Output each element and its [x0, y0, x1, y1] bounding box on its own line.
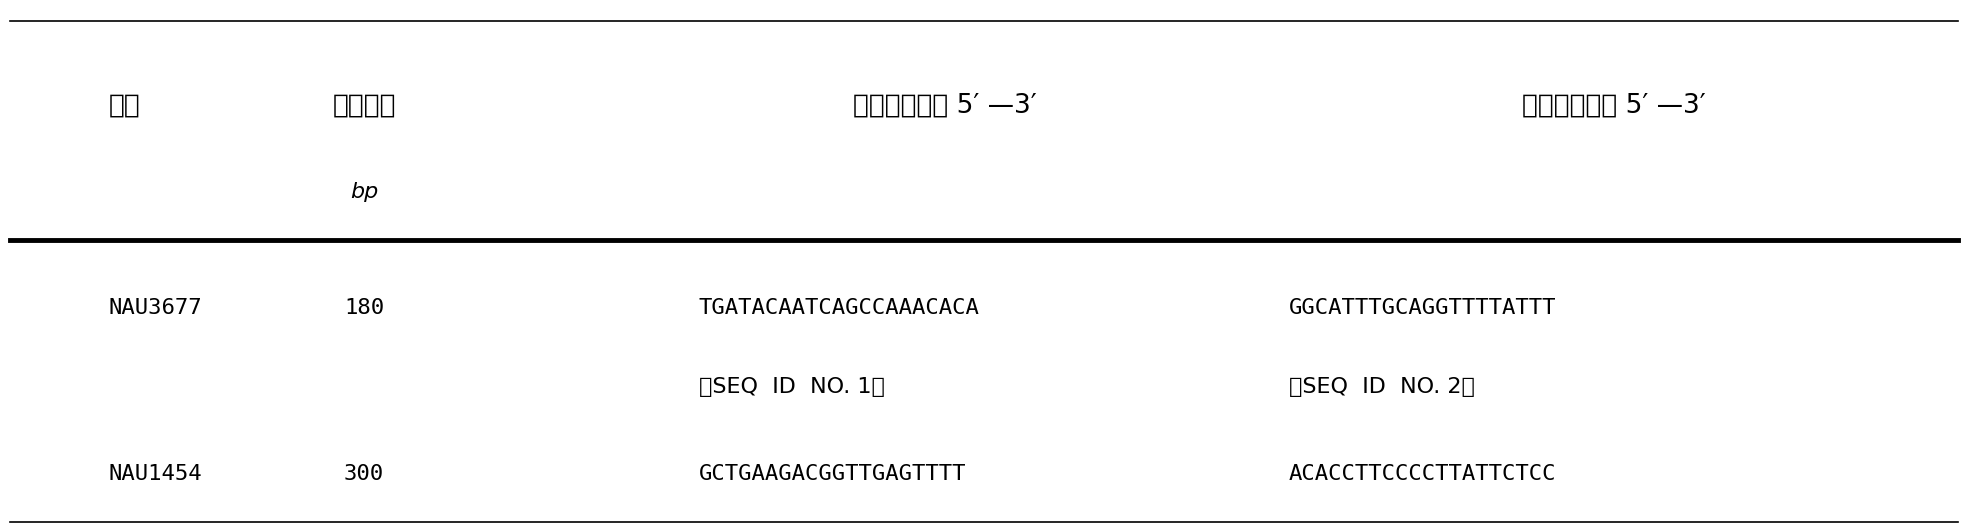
Text: （SEQ  ID  NO. 2）: （SEQ ID NO. 2） — [1289, 377, 1474, 397]
Text: NAU3677: NAU3677 — [108, 298, 203, 318]
Text: 正向引物序列 5′ —3′: 正向引物序列 5′ —3′ — [852, 92, 1037, 119]
Text: 产物大小: 产物大小 — [333, 92, 396, 119]
Text: （SEQ  ID  NO. 1）: （SEQ ID NO. 1） — [699, 377, 884, 397]
Text: ACACCTTCCCCTTATTCTCC: ACACCTTCCCCTTATTCTCC — [1289, 464, 1557, 484]
Text: NAU1454: NAU1454 — [108, 464, 203, 484]
Text: bp: bp — [350, 182, 378, 202]
Text: 引物: 引物 — [108, 92, 140, 119]
Text: GGCATTTGCAGGTTTTATTT: GGCATTTGCAGGTTTTATTT — [1289, 298, 1557, 318]
Text: 300: 300 — [344, 464, 384, 484]
Text: TGATACAATCAGCCAAACACA: TGATACAATCAGCCAAACACA — [699, 298, 980, 318]
Text: GCTGAAGACGGTTGAGTTTT: GCTGAAGACGGTTGAGTTTT — [699, 464, 966, 484]
Text: 180: 180 — [344, 298, 384, 318]
Text: 反向引物序列 5′ —3′: 反向引物序列 5′ —3′ — [1521, 92, 1706, 119]
